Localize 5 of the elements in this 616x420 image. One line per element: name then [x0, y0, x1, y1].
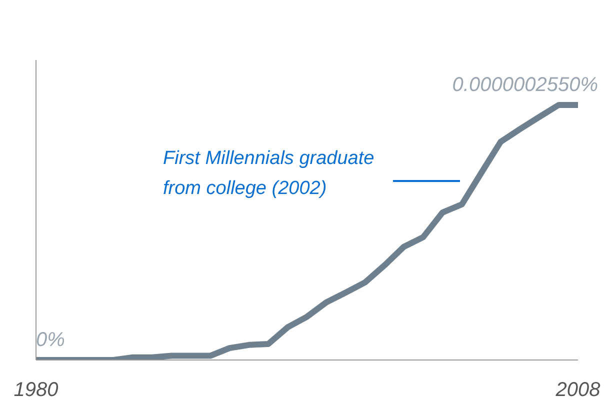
annotation: First Millennials graduate from college (2002) [163, 148, 374, 199]
x-tick-label: 1980 [14, 379, 58, 402]
data-label: 0% [36, 329, 65, 351]
data-label: 0.0000002550% [452, 74, 598, 96]
x-tick-label: 2008 [554, 379, 600, 402]
